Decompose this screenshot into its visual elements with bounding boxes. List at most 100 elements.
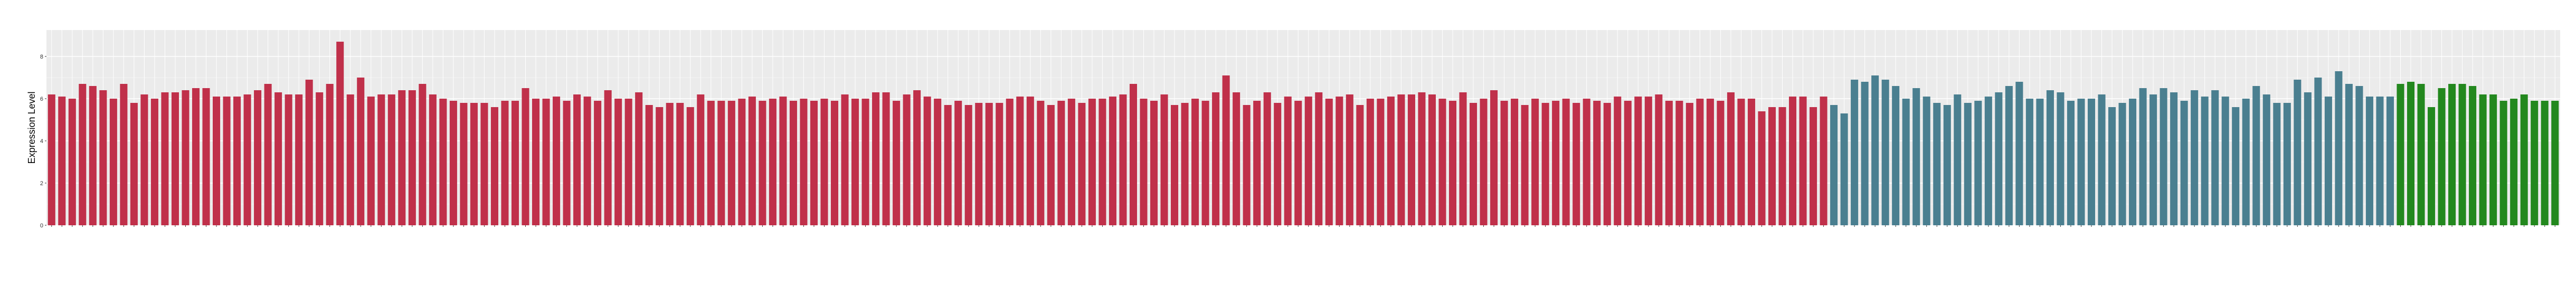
bar-series-2-11 bbox=[1933, 103, 1941, 225]
bar-series-1-2 bbox=[58, 97, 66, 225]
bar-series-1-124 bbox=[1315, 92, 1323, 225]
bar-series-1-169 bbox=[1778, 107, 1786, 225]
bar-series-1-144 bbox=[1521, 105, 1529, 225]
bar-series-2-53 bbox=[2365, 97, 2373, 225]
bar-series-1-145 bbox=[1531, 99, 1539, 225]
bar-series-1-123 bbox=[1304, 97, 1312, 225]
bar-series-1-41 bbox=[460, 103, 468, 225]
bar-series-1-162 bbox=[1706, 99, 1714, 225]
bar-series-1-119 bbox=[1263, 92, 1271, 225]
bar-series-2-9 bbox=[1912, 88, 1920, 225]
bar-series-1-79 bbox=[851, 99, 859, 225]
bar-series-1-114 bbox=[1212, 92, 1220, 225]
y-tick-label: 6 bbox=[40, 96, 43, 102]
bar-series-1-110 bbox=[1171, 105, 1179, 225]
bar-series-2-29 bbox=[2118, 103, 2126, 225]
bar-series-1-141 bbox=[1490, 90, 1498, 225]
bar-series-1-15 bbox=[192, 88, 200, 225]
bar-series-1-91 bbox=[975, 103, 983, 225]
bar-series-1-100 bbox=[1067, 99, 1075, 225]
bar-series-1-25 bbox=[295, 94, 303, 225]
bar-series-2-3 bbox=[1851, 80, 1859, 225]
bar-series-2-54 bbox=[2376, 97, 2384, 225]
bar-series-2-23 bbox=[2057, 92, 2064, 225]
bar-series-2-44 bbox=[2273, 103, 2281, 225]
bar-series-1-108 bbox=[1150, 101, 1158, 225]
bar-series-1-5 bbox=[89, 86, 97, 225]
bar-series-1-160 bbox=[1685, 103, 1693, 225]
bar-series-1-24 bbox=[285, 94, 292, 225]
bar-series-1-137 bbox=[1448, 101, 1457, 225]
bar-series-1-126 bbox=[1336, 97, 1343, 225]
bar-series-2-50 bbox=[2335, 71, 2343, 225]
bar-series-1-32 bbox=[367, 97, 375, 225]
bar-series-1-75 bbox=[810, 101, 818, 225]
bar-series-1-132 bbox=[1397, 94, 1405, 225]
bar-series-2-35 bbox=[2180, 101, 2188, 225]
bar-series-1-158 bbox=[1665, 101, 1673, 225]
bar-series-3-6 bbox=[2448, 84, 2456, 225]
y-tick-label: 2 bbox=[40, 180, 43, 187]
bar-series-1-60 bbox=[656, 107, 664, 225]
bar-series-1-106 bbox=[1129, 84, 1138, 225]
bar-series-1-12 bbox=[161, 92, 169, 225]
bar-series-1-51 bbox=[563, 101, 571, 225]
bar-series-1-30 bbox=[346, 94, 354, 225]
bar-series-1-127 bbox=[1346, 94, 1353, 225]
bar-series-1-150 bbox=[1583, 99, 1590, 225]
bar-series-1-11 bbox=[150, 99, 158, 225]
bar-series-1-43 bbox=[480, 103, 488, 225]
bar-series-1-143 bbox=[1511, 99, 1519, 225]
bar-series-1-154 bbox=[1624, 101, 1632, 225]
bar-series-1-73 bbox=[789, 101, 797, 225]
bar-series-2-17 bbox=[1995, 92, 2003, 225]
bar-series-1-118 bbox=[1253, 101, 1261, 225]
bar-series-1-94 bbox=[1006, 99, 1014, 225]
bar-series-1-80 bbox=[861, 99, 869, 225]
bar-series-3-9 bbox=[2479, 94, 2487, 225]
bar-series-1-37 bbox=[419, 84, 427, 225]
bar-series-1-107 bbox=[1140, 99, 1148, 225]
bar-series-3-1 bbox=[2397, 84, 2404, 225]
bar-series-1-121 bbox=[1284, 97, 1292, 225]
bar-series-2-27 bbox=[2098, 94, 2106, 225]
bar-series-2-10 bbox=[1922, 97, 1930, 225]
bar-series-2-18 bbox=[2005, 86, 2013, 225]
bar-series-3-15 bbox=[2541, 101, 2549, 225]
bar-series-2-5 bbox=[1871, 75, 1879, 225]
bar-series-1-44 bbox=[490, 107, 498, 225]
bar-series-1-1 bbox=[48, 94, 55, 225]
bar-series-1-171 bbox=[1799, 97, 1807, 225]
bar-series-1-111 bbox=[1181, 103, 1189, 225]
bar-series-1-86 bbox=[923, 97, 931, 225]
bar-series-1-56 bbox=[614, 99, 622, 225]
bar-series-3-16 bbox=[2551, 101, 2559, 225]
bar-series-1-77 bbox=[830, 101, 839, 225]
bar-series-1-146 bbox=[1541, 103, 1549, 225]
bar-series-2-19 bbox=[2015, 82, 2023, 225]
bar-series-1-23 bbox=[274, 92, 282, 225]
bar-series-2-24 bbox=[2067, 101, 2075, 225]
bar-series-2-43 bbox=[2262, 94, 2270, 225]
bar-series-1-129 bbox=[1366, 99, 1374, 225]
bar-series-1-35 bbox=[398, 90, 406, 225]
bar-series-1-115 bbox=[1222, 75, 1230, 225]
bar-series-3-5 bbox=[2438, 88, 2446, 225]
bar-series-1-113 bbox=[1201, 101, 1209, 225]
bar-series-3-3 bbox=[2417, 84, 2425, 225]
bar-series-1-90 bbox=[964, 105, 972, 225]
bar-series-1-47 bbox=[522, 88, 529, 225]
bar-series-1-9 bbox=[130, 103, 138, 225]
bar-series-2-30 bbox=[2129, 99, 2137, 225]
bar-series-1-65 bbox=[707, 101, 715, 225]
bar-series-2-51 bbox=[2345, 84, 2353, 225]
y-tick-label: 4 bbox=[40, 138, 43, 145]
bar-series-1-139 bbox=[1469, 103, 1478, 225]
bar-series-1-85 bbox=[913, 90, 921, 225]
bar-series-1-168 bbox=[1768, 107, 1776, 225]
bar-series-1-92 bbox=[985, 103, 993, 225]
bar-series-1-57 bbox=[624, 99, 632, 225]
bar-series-2-33 bbox=[2160, 88, 2167, 225]
bar-series-1-29 bbox=[336, 42, 344, 225]
bar-series-1-153 bbox=[1614, 97, 1622, 225]
